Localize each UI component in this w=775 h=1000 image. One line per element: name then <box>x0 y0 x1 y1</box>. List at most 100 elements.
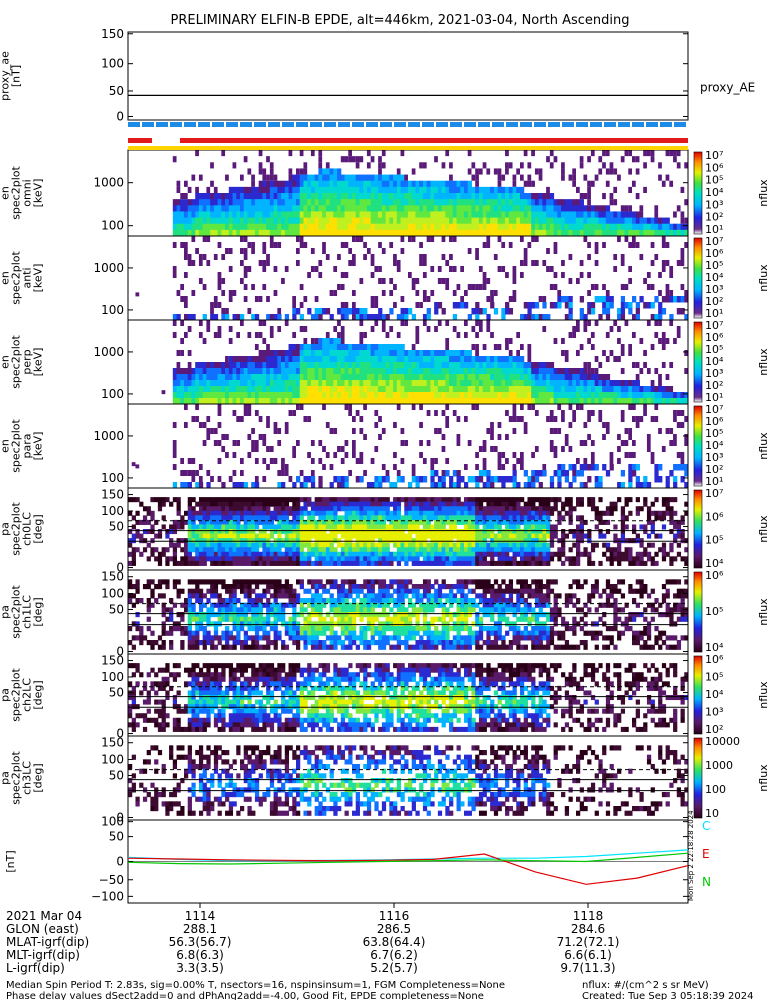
spectrogram-cell <box>243 542 248 548</box>
colorbar-tick: 10³ <box>705 283 723 296</box>
spectrogram-cell <box>475 199 480 206</box>
spectrogram-cell <box>478 186 484 194</box>
spectrogram-cell <box>508 338 513 344</box>
spectrogram-cell <box>191 398 196 405</box>
spectrogram-cell <box>337 476 342 483</box>
spectrogram-cell <box>258 560 263 566</box>
spectrogram-cell <box>628 229 633 237</box>
spectrogram-cell <box>620 470 626 477</box>
spectrogram-cell <box>516 356 521 363</box>
spectrogram-cell <box>654 332 659 338</box>
spectrogram-cell <box>493 380 499 387</box>
spectrogram-cell <box>325 193 331 200</box>
spectrogram-cell <box>273 560 278 566</box>
spectrogram-cell <box>493 533 499 539</box>
proxy-ae-label: proxy_AE <box>700 80 755 94</box>
spectrogram-cell <box>322 506 327 512</box>
spectrogram-cell <box>352 211 357 219</box>
spectrogram-cell <box>456 205 461 212</box>
spectrogram-cell <box>396 501 402 507</box>
spectrogram-cell <box>225 205 230 212</box>
spectrogram-cell <box>452 533 458 539</box>
spectrogram-cell <box>527 547 532 553</box>
spectrogram-cell <box>318 368 323 375</box>
spectrogram-cell <box>370 368 375 375</box>
spectrogram-cell <box>445 278 450 284</box>
spectrogram-cell <box>232 229 237 237</box>
spectrogram-cell <box>523 519 528 525</box>
spectrogram-cell <box>184 193 188 200</box>
spectrogram-cell <box>512 515 517 521</box>
spectrogram-cell <box>374 410 379 416</box>
spectrogram-cell <box>501 497 506 503</box>
spectrogram-cell <box>359 223 364 231</box>
spectrogram-cell <box>284 229 290 237</box>
spectrogram-cell <box>430 547 435 553</box>
spectrogram-cell <box>210 428 214 434</box>
spectrogram-cell <box>348 186 353 194</box>
spectrogram-cell <box>684 314 689 321</box>
spectrogram-cell <box>452 547 458 553</box>
spectrogram-cell <box>467 186 472 194</box>
spectrogram-cell <box>478 368 484 375</box>
spectrogram-cell <box>187 368 192 375</box>
spectrogram-cell <box>452 356 458 363</box>
spectrogram-cell <box>363 556 368 562</box>
spectrogram-cell <box>228 296 233 302</box>
spectrogram-cell <box>404 193 409 200</box>
spectrogram-cell <box>266 174 270 181</box>
spectrogram-cell <box>292 386 297 393</box>
spectrogram-cell <box>232 392 237 399</box>
spectrogram-cell <box>154 519 159 525</box>
spectrogram-cell <box>531 302 536 309</box>
spectrogram-cell <box>359 236 364 242</box>
spectrogram-cell <box>635 229 640 237</box>
spectrogram-cell <box>217 422 222 428</box>
y-tick-label: 100 <box>101 219 124 233</box>
spectrogram-cell <box>411 236 416 242</box>
spectrogram-cell <box>374 223 379 231</box>
spectrogram-cell <box>449 476 454 483</box>
spectrogram-cell <box>228 217 234 225</box>
spectrogram-cell <box>269 362 275 369</box>
spectrogram-cell <box>635 392 640 399</box>
spectrogram-cell <box>673 296 678 303</box>
spectrogram-cell <box>296 547 301 553</box>
spectrogram-cell <box>434 386 439 393</box>
spectrogram-cell <box>333 205 338 212</box>
spectrogram-cell <box>180 199 185 206</box>
spectrogram-cell <box>460 205 465 212</box>
spectrogram-cell <box>415 519 420 525</box>
spectrogram-cell <box>378 533 383 539</box>
spectrogram-cell <box>441 380 446 387</box>
spectrogram-cell <box>325 452 330 458</box>
spectrogram-cell <box>505 434 509 440</box>
spectrogram-cell <box>549 476 555 483</box>
spectrogram-cell <box>243 533 248 539</box>
spectrogram-cell <box>516 529 521 535</box>
spectrogram-cell <box>329 186 334 194</box>
spectrogram-cell <box>650 398 655 405</box>
spectrogram-cell <box>296 538 301 544</box>
spectrogram-cell <box>501 266 506 272</box>
spectrogram-cell <box>546 266 550 272</box>
spectrogram-cell <box>393 344 398 351</box>
spectrogram-cell <box>340 458 345 464</box>
spectrogram-cell <box>632 416 636 422</box>
spectrogram-cell <box>583 205 588 212</box>
spectrogram-cell <box>206 223 211 231</box>
spectrogram-cell <box>441 446 446 452</box>
spectrogram-cell <box>486 368 491 375</box>
spectrogram-cell <box>523 422 528 428</box>
spectrogram-cell <box>460 386 465 393</box>
spectrogram-cell <box>437 199 443 206</box>
spectrogram-cell <box>266 205 271 212</box>
spectrogram-cell <box>355 501 360 507</box>
spectrogram-cell <box>206 205 211 212</box>
spectrogram-cell <box>676 392 682 399</box>
spectrogram-cell <box>281 217 286 225</box>
spectrogram-cell <box>277 193 282 200</box>
spectrogram-cell <box>292 223 297 231</box>
spectrogram-cell <box>184 368 189 375</box>
spectrogram-cell <box>232 524 237 530</box>
